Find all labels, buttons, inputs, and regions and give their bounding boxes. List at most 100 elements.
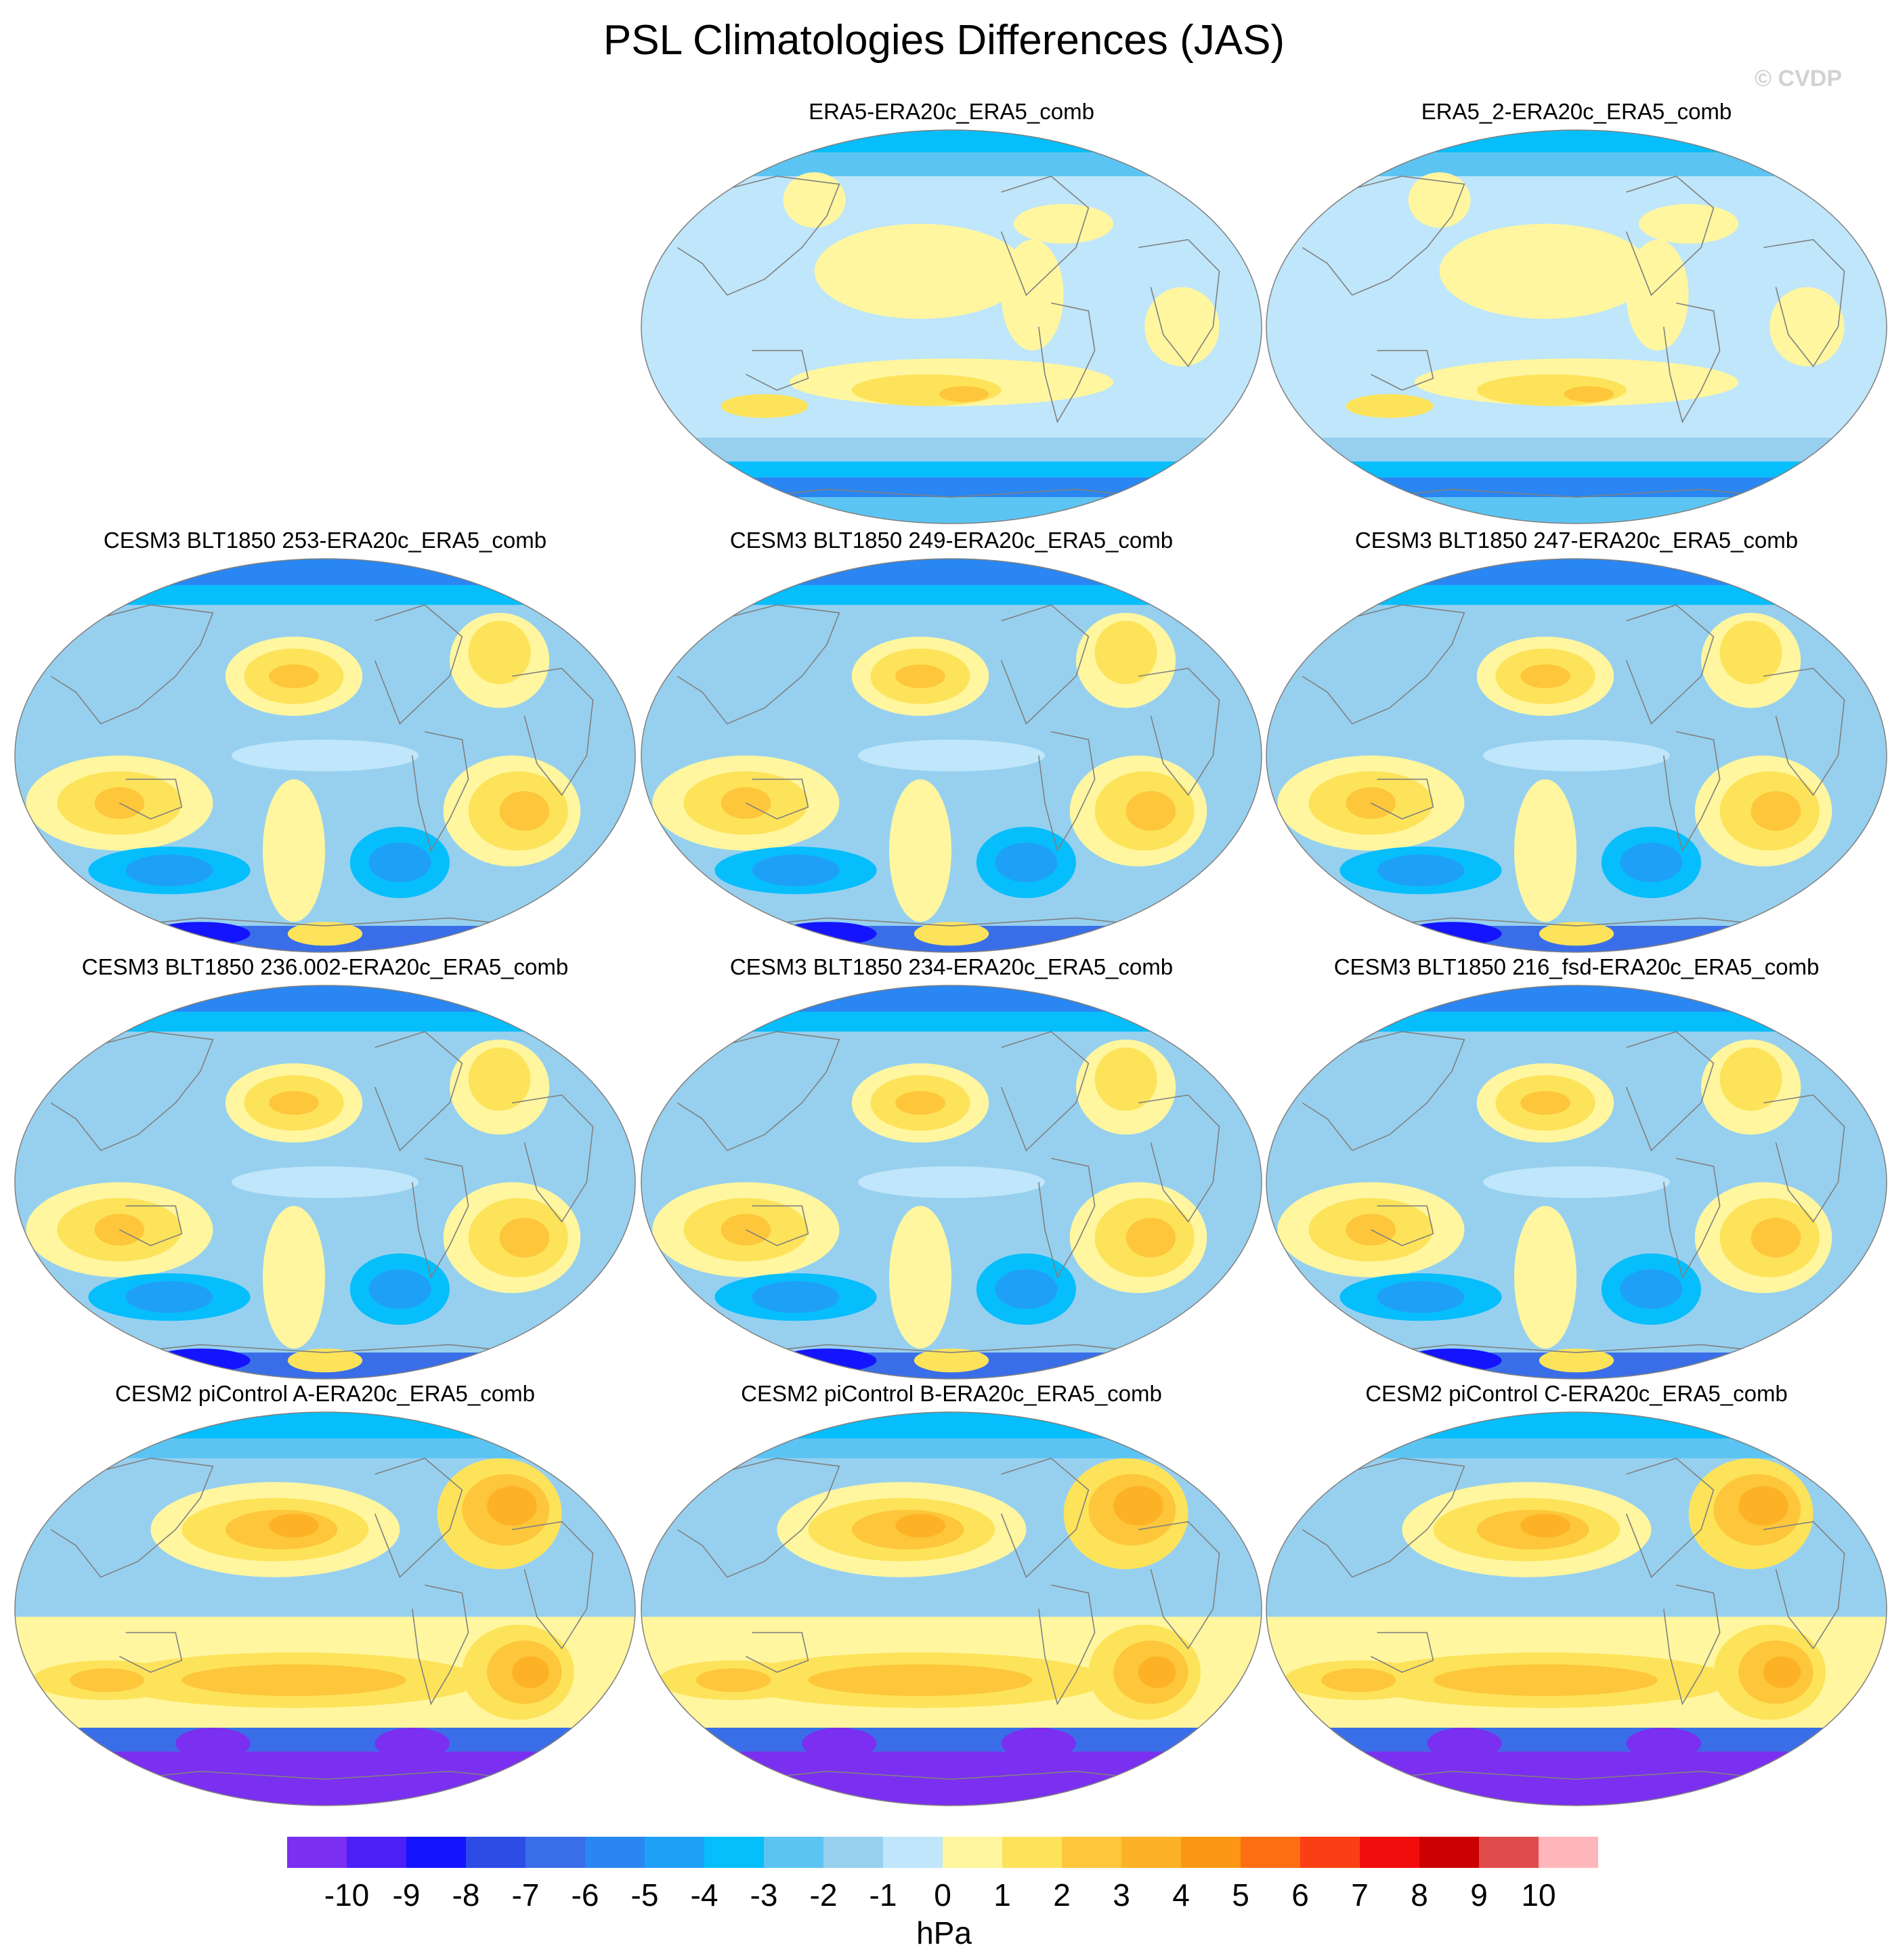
field-band — [641, 461, 1262, 477]
coastline — [1625, 1031, 1715, 1152]
coastline — [1295, 1031, 1465, 1151]
field-anomaly — [175, 1728, 251, 1760]
colorbar-tick-label: 6 — [1291, 1877, 1309, 1913]
coastline — [1138, 1520, 1220, 1650]
field-anomaly — [263, 779, 325, 922]
coastline — [1295, 175, 1465, 296]
coastline — [1000, 604, 1090, 725]
panel-title: CESM2 piControl B-ERA20c_ERA5_comb — [741, 1381, 1162, 1406]
colorbar-swatch — [1241, 1837, 1300, 1868]
field-anomaly — [269, 1514, 319, 1538]
field-anomaly — [1377, 1281, 1465, 1313]
figure-title: PSL Climatologies Differences (JAS) — [603, 17, 1285, 64]
world-map — [641, 1411, 1262, 1806]
colorbar-tick-label: -8 — [452, 1877, 480, 1913]
colorbar-swatch — [1181, 1837, 1241, 1868]
colorbar-tick-label: 3 — [1113, 1877, 1130, 1913]
field-anomaly — [777, 922, 877, 946]
field-band — [1266, 477, 1887, 498]
colorbar-swatch — [1539, 1837, 1598, 1868]
field-anomaly — [1483, 1166, 1670, 1198]
map-outline — [641, 985, 1262, 1380]
field-band — [641, 985, 1262, 1012]
coastline — [670, 1031, 840, 1151]
colorbar-swatch — [823, 1837, 883, 1868]
coastline — [746, 1632, 809, 1673]
world-map — [14, 558, 636, 953]
field-anomaly — [487, 1486, 537, 1526]
coastline — [1000, 1031, 1090, 1152]
coastline — [746, 778, 809, 819]
field-anomaly — [1001, 1728, 1076, 1760]
field-band — [15, 1728, 635, 1752]
field-anomaly — [1520, 664, 1570, 689]
coastline — [1339, 488, 1814, 502]
colorbar-swatch — [645, 1837, 704, 1868]
field-anomaly — [94, 787, 145, 819]
coastline — [374, 604, 463, 725]
coastline — [88, 1770, 562, 1784]
field-anomaly — [269, 664, 319, 689]
world-map — [1266, 129, 1887, 524]
field-anomaly — [1346, 393, 1434, 419]
field-anomaly — [1539, 922, 1614, 946]
map-panel: CESM3 BLT1850 247-ERA20c_ERA5_comb — [1265, 527, 1888, 957]
field-anomaly — [512, 1656, 550, 1688]
coastline — [1763, 667, 1845, 796]
colorbar-tick-label: -4 — [691, 1877, 718, 1913]
coastline — [44, 604, 214, 725]
world-map — [641, 129, 1262, 524]
map-panel: CESM3 BLT1850 236.002-ERA20c_ERA5_comb — [14, 954, 637, 1384]
coastline — [1371, 349, 1434, 391]
colorbar-swatch — [347, 1837, 406, 1868]
coastline — [374, 1457, 463, 1579]
field-anomaly — [1346, 1214, 1396, 1246]
field-anomaly — [269, 1090, 319, 1115]
coastline — [1625, 1457, 1715, 1579]
field-band — [1266, 152, 1887, 177]
coastline — [119, 1205, 183, 1246]
field-anomaly — [1321, 1668, 1396, 1692]
field-band — [15, 1412, 635, 1439]
coastline — [1038, 1584, 1096, 1705]
field-anomaly — [814, 223, 1027, 319]
field-band — [1266, 130, 1887, 153]
field-anomaly — [1402, 1348, 1502, 1373]
field-band — [641, 584, 1262, 605]
panel-title: CESM3 BLT1850 247-ERA20c_ERA5_comb — [1354, 528, 1799, 553]
field-band — [1266, 438, 1887, 462]
colorbar-units: hPa — [916, 1915, 972, 1951]
coastline — [1663, 1157, 1721, 1279]
field-anomaly — [914, 922, 989, 946]
field-anomaly — [1626, 239, 1689, 351]
map-panel: CESM2 piControl A-ERA20c_ERA5_comb — [14, 1380, 637, 1810]
coastline — [714, 917, 1188, 931]
coastline — [1138, 667, 1220, 796]
field-band — [641, 497, 1262, 524]
field-anomaly — [468, 1047, 531, 1111]
field-anomaly — [995, 843, 1058, 882]
field-anomaly — [1520, 1514, 1570, 1538]
colorbar-tick-label: 10 — [1521, 1877, 1556, 1913]
panel-title: CESM3 BLT1850 216_fsd-ERA20c_ERA5_comb — [1333, 954, 1820, 979]
coastline — [1038, 302, 1096, 423]
world-map — [1266, 985, 1887, 1380]
field-anomaly — [1751, 1218, 1801, 1258]
world-map — [14, 985, 636, 1380]
colorbar-swatch — [883, 1837, 943, 1868]
coastline — [1625, 175, 1715, 297]
field-anomaly — [895, 1514, 945, 1538]
colorbar-tick-label: 0 — [934, 1877, 951, 1913]
field-anomaly — [721, 393, 809, 419]
field-anomaly — [1769, 287, 1845, 366]
field-anomaly — [939, 386, 989, 402]
colorbar-swatch — [1121, 1837, 1181, 1868]
map-panel: CESM2 piControl C-ERA20c_ERA5_comb — [1265, 1380, 1888, 1810]
field-band — [641, 1412, 1262, 1439]
panel-title: ERA5-ERA20c_ERA5_comb — [809, 99, 1094, 124]
field-band — [641, 1438, 1262, 1459]
field-anomaly — [895, 1090, 945, 1115]
colorbar-swatch — [406, 1837, 466, 1868]
field-anomaly — [1138, 1656, 1176, 1688]
